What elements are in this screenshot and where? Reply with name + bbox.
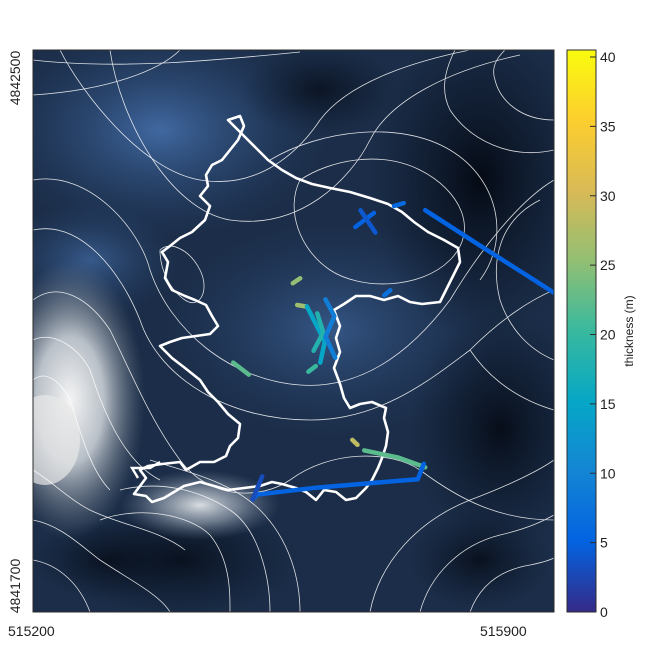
thickness-track-11: [230, 360, 252, 377]
y-tick-top: 4842500: [7, 51, 23, 106]
colorbar-tick-label-5: 25: [600, 257, 616, 273]
colorbar-tick-label-2: 10: [600, 465, 616, 481]
plot-frame: [32, 49, 555, 613]
thickness-track-9: [323, 297, 338, 360]
thickness-track-2: [391, 200, 406, 209]
thickness-track-7: [304, 304, 328, 365]
colorbar-label: thickness (m): [622, 295, 636, 366]
outline-fragment: [129, 460, 161, 479]
thickness-track-4: [382, 288, 393, 298]
colorbar-tick-label-8: 40: [600, 49, 616, 65]
thickness-track-12: [350, 437, 360, 448]
colorbar-tick-label-1: 5: [600, 535, 608, 551]
colorbar-tick-label-6: 30: [600, 188, 616, 204]
thickness-tracks: [230, 200, 554, 502]
thickness-track-15: [250, 474, 265, 502]
thickness-track-1: [358, 207, 378, 235]
colorbar-ticks: 0 5 10 15 20 25 30 35 40: [590, 49, 616, 620]
thickness-track-3: [422, 207, 554, 296]
contour-lines: [33, 50, 554, 612]
thickness-track-5: [290, 276, 303, 286]
colorbar-tick-label-0: 0: [600, 604, 608, 620]
thickness-track-13: [361, 448, 428, 470]
thickness-track-6: [294, 302, 308, 309]
colorbar-tick-label-7: 35: [600, 118, 616, 134]
x-tick-right: 515900: [480, 623, 527, 639]
colorbar-tick-label-3: 15: [600, 396, 616, 412]
y-tick-bottom: 4841700: [7, 559, 23, 614]
study-area-outline: [132, 114, 462, 504]
colorbar-tick-label-4: 20: [600, 327, 616, 343]
thickness-track-10: [306, 363, 319, 374]
thickness-track-8: [311, 311, 326, 353]
colorbar: [566, 49, 597, 613]
x-tick-left: 515200: [8, 623, 55, 639]
elevation-background: [33, 50, 554, 612]
